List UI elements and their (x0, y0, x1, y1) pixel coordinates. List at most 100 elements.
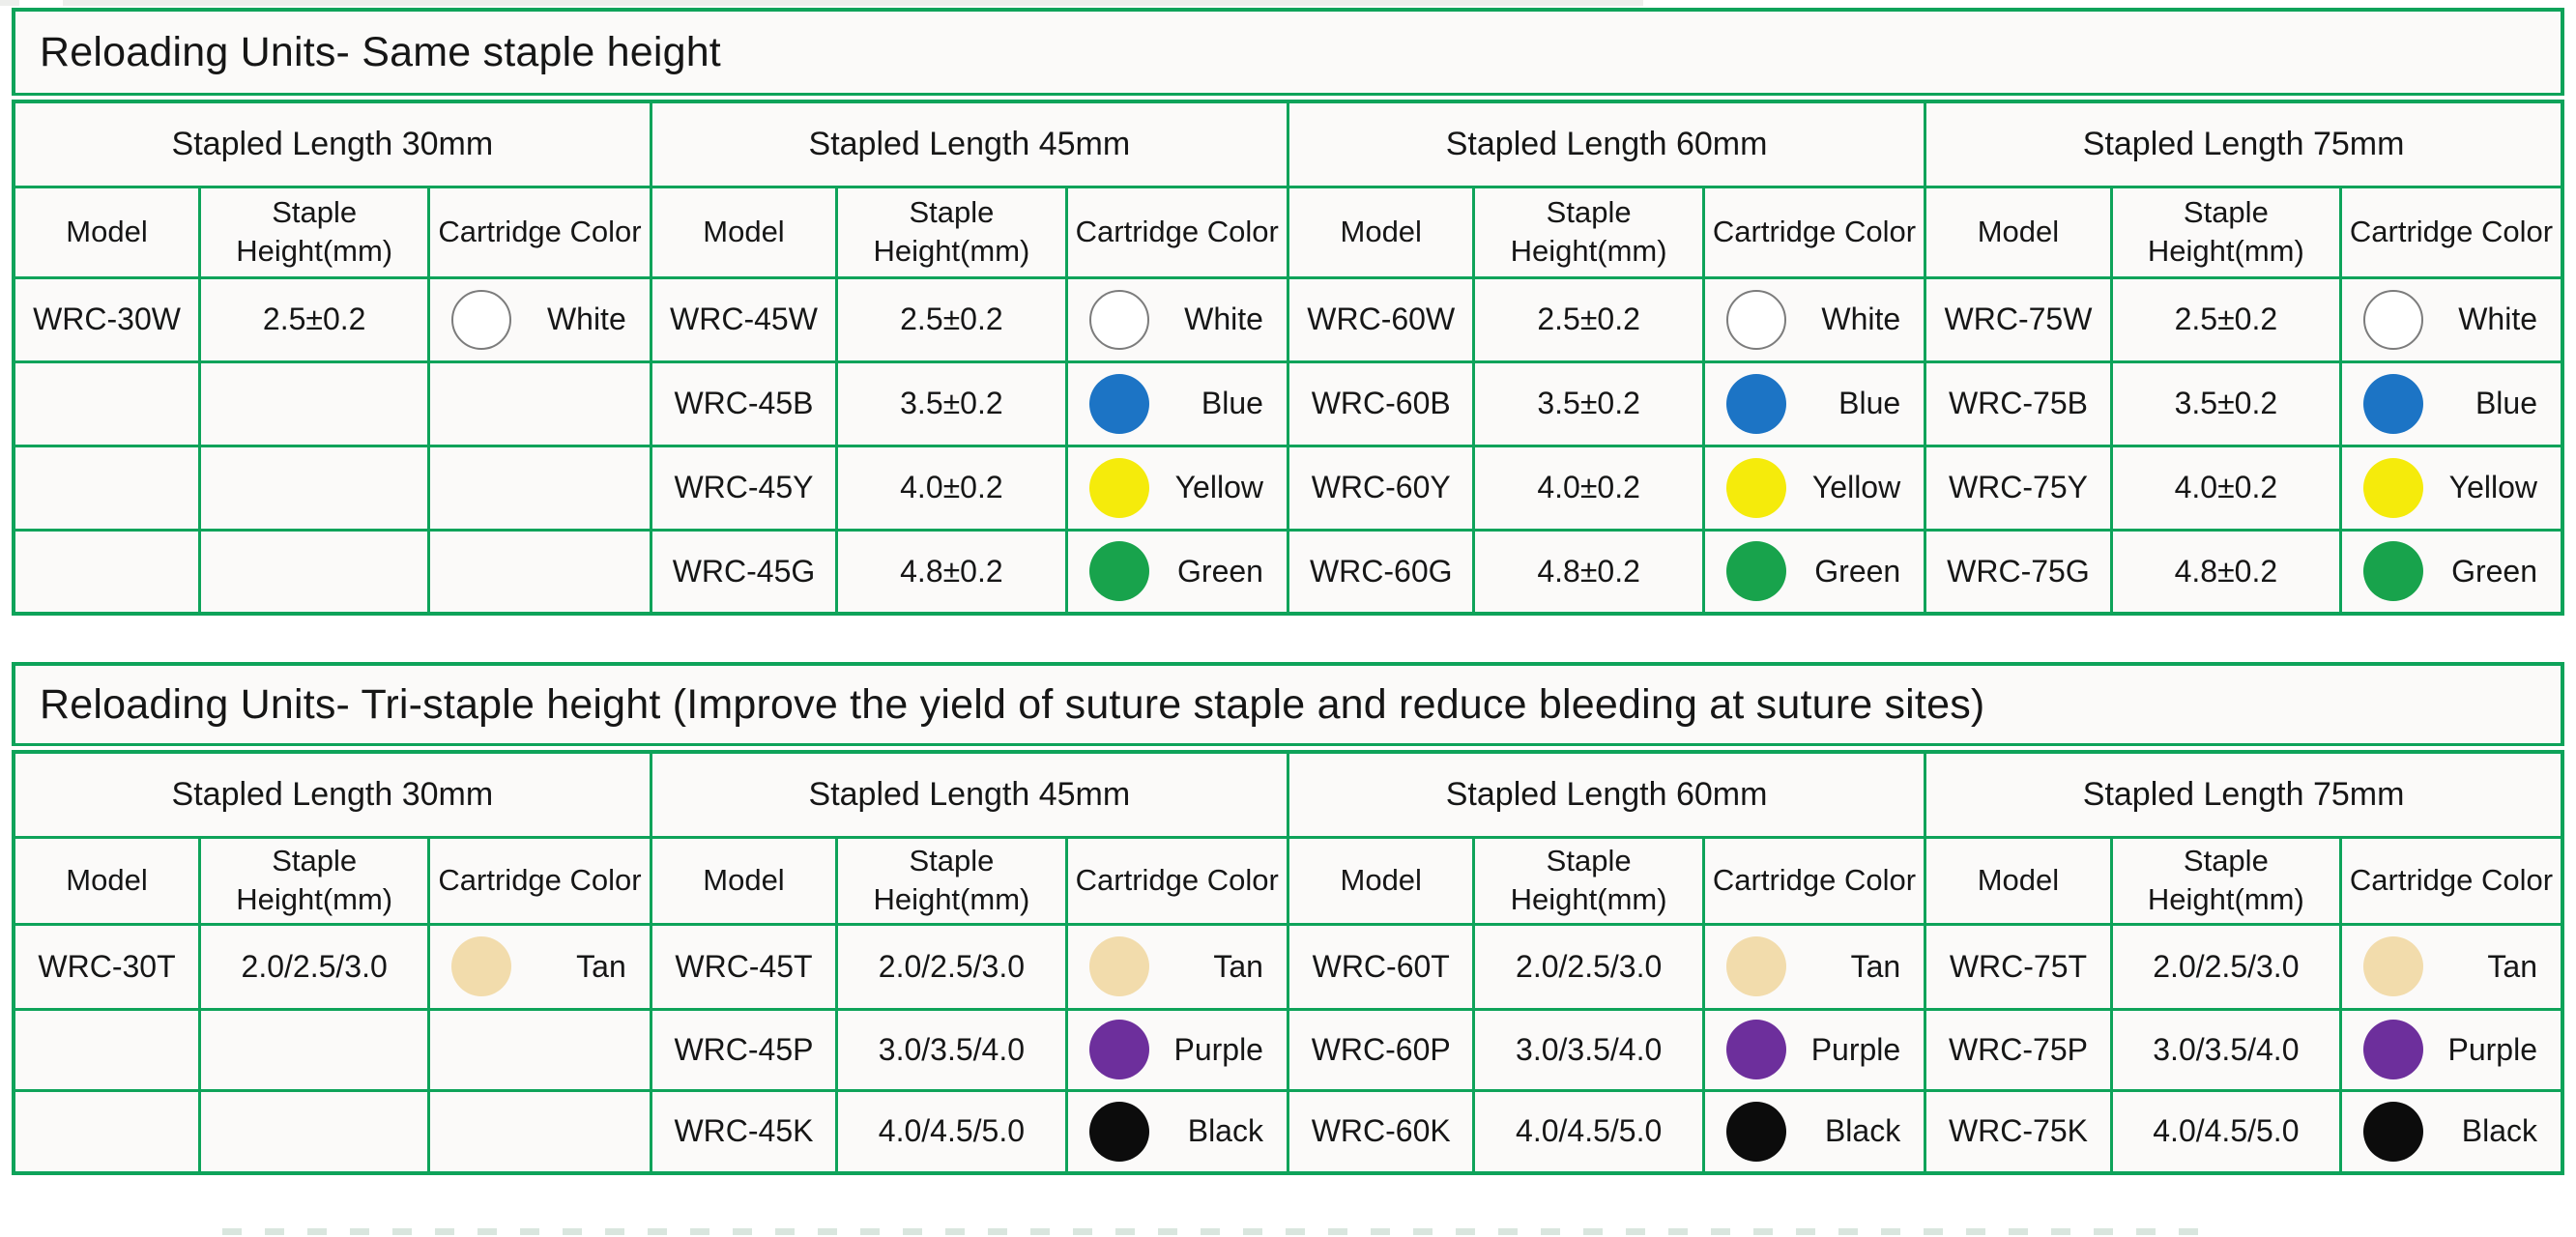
model-cell: WRC-45T (649, 922, 839, 1011)
cartridge-color-cell: Green (2339, 528, 2564, 616)
green-cartridge-dot-icon (2363, 541, 2424, 602)
empty-cell (427, 528, 652, 616)
group-header-cell: Stapled Length 45mm (649, 100, 1289, 188)
empty-cell (12, 444, 201, 532)
model-cell: WRC-60K (1286, 1088, 1476, 1175)
color-label: White (2458, 302, 2537, 336)
staple-height-cell: 3.0/3.5/4.0 (2109, 1007, 2343, 1092)
cartridge-color-cell: Green (1064, 528, 1289, 616)
color-label: Green (1814, 553, 1901, 589)
bottom-dashed-line (222, 1228, 2214, 1235)
white-cartridge-dot-icon (451, 289, 512, 350)
color-label: Tan (1850, 948, 1901, 984)
color-label: Black (1824, 1113, 1901, 1149)
cartridge-color-cell: Black (1701, 1088, 1927, 1175)
color-label: Blue (1201, 386, 1263, 420)
column-header-cell: Model (1924, 835, 2113, 926)
group-header-cell: Stapled Length 60mm (1286, 750, 1927, 839)
green-cartridge-dot-icon (1088, 541, 1149, 602)
column-header-cell: Cartridge Color (1064, 185, 1289, 279)
color-label: White (1821, 302, 1901, 336)
spec-table-1: Reloading Units- Same staple height Stapl… (12, 0, 2564, 616)
table-row: WRC-45B 3.5±0.2 Blue WRC-60B 3.5±0.2 Blue WRC-… (12, 360, 2564, 447)
column-header-cell: Cartridge Color (1701, 835, 1927, 926)
color-label: Yellow (2448, 470, 2537, 504)
staple-height-cell: 3.0/3.5/4.0 (835, 1007, 1068, 1092)
group-header-cell: Stapled Length 75mm (1924, 750, 2564, 839)
staple-height-cell: 3.5±0.2 (835, 360, 1068, 447)
model-cell: WRC-60G (1286, 528, 1476, 616)
staple-height-cell: 4.0±0.2 (1472, 444, 1705, 532)
cartridge-color-cell: Yellow (1064, 444, 1289, 532)
staple-height-cell: 4.0±0.2 (835, 444, 1068, 532)
staple-height-cell: 2.0/2.5/3.0 (2109, 922, 2343, 1011)
model-cell: WRC-75P (1924, 1007, 2113, 1092)
tan-cartridge-dot-icon (451, 936, 512, 996)
column-header-cell: Cartridge Color (427, 835, 652, 926)
column-header-cell: Staple Height(mm) (1472, 835, 1705, 926)
staple-height-cell: 2.0/2.5/3.0 (197, 922, 431, 1011)
color-label: Tan (2487, 948, 2537, 984)
model-cell: WRC-60W (1286, 275, 1476, 363)
color-label: Purple (1173, 1031, 1263, 1067)
model-cell: WRC-45Y (649, 444, 839, 532)
group-header-cell: Stapled Length 30mm (12, 100, 652, 188)
color-label: Tan (576, 948, 626, 984)
purple-cartridge-dot-icon (1725, 1020, 1786, 1079)
color-label: Yellow (1174, 470, 1263, 504)
empty-cell (12, 528, 201, 616)
model-cell: WRC-75Y (1924, 444, 2113, 532)
model-cell: WRC-45P (649, 1007, 839, 1092)
cartridge-color-cell: Purple (1701, 1007, 1927, 1092)
spec-table-2: Reloading Units- Tri-staple height (Impr… (12, 662, 2564, 1175)
model-cell: WRC-45K (649, 1088, 839, 1175)
staple-height-cell: 3.0/3.5/4.0 (1472, 1007, 1705, 1092)
column-header-cell: Cartridge Color (427, 185, 652, 279)
spec-grid: Stapled Length 30mm Stapled Length 45mm St… (12, 100, 2564, 616)
color-label: Purple (2447, 1031, 2538, 1067)
table-row: WRC-45K 4.0/4.5/5.0 Black WRC-60K 4.0/4.5/5.… (12, 1088, 2564, 1175)
color-label: White (546, 302, 626, 336)
cartridge-color-cell: Blue (2339, 360, 2564, 447)
column-header-cell: Staple Height(mm) (835, 185, 1068, 279)
white-cartridge-dot-icon (1088, 289, 1149, 350)
cartridge-color-cell: Tan (2339, 922, 2564, 1011)
cartridge-color-cell: Purple (2339, 1007, 2564, 1092)
empty-cell (427, 360, 652, 447)
model-cell: WRC-45G (649, 528, 839, 616)
staple-height-cell: 4.0±0.2 (2109, 444, 2343, 532)
table-row: WRC-45G 4.8±0.2 Green WRC-60G 4.8±0.2 Green WR… (12, 528, 2564, 616)
cartridge-color-cell: White (2339, 275, 2564, 363)
empty-cell (197, 1007, 431, 1092)
blue-cartridge-dot-icon (1088, 373, 1149, 434)
column-header-cell: Staple Height(mm) (835, 835, 1068, 926)
color-label: Black (2461, 1113, 2537, 1149)
empty-cell (197, 360, 431, 447)
staple-height-cell: 2.0/2.5/3.0 (1472, 922, 1705, 1011)
staple-height-cell: 2.5±0.2 (1472, 275, 1705, 363)
empty-cell (427, 444, 652, 532)
cartridge-color-cell: Blue (1701, 360, 1927, 447)
tan-cartridge-dot-icon (1088, 936, 1149, 996)
cartridge-color-cell: Purple (1064, 1007, 1289, 1092)
model-cell: WRC-75T (1924, 922, 2113, 1011)
staple-height-cell: 4.0/4.5/5.0 (835, 1088, 1068, 1175)
column-header-cell: Staple Height(mm) (1472, 185, 1705, 279)
color-label: Blue (2475, 386, 2537, 420)
blue-cartridge-dot-icon (1725, 373, 1786, 434)
staple-height-cell: 4.8±0.2 (2109, 528, 2343, 616)
staple-height-cell: 2.5±0.2 (2109, 275, 2343, 363)
model-cell: WRC-30T (12, 922, 201, 1011)
color-label: Green (1177, 553, 1263, 589)
staple-height-cell: 2.5±0.2 (197, 275, 431, 363)
model-cell: WRC-60B (1286, 360, 1476, 447)
white-cartridge-dot-icon (1725, 289, 1786, 350)
white-cartridge-dot-icon (2363, 289, 2424, 350)
color-label: Purple (1810, 1031, 1901, 1067)
cartridge-color-cell: Blue (1064, 360, 1289, 447)
tan-cartridge-dot-icon (1725, 936, 1786, 996)
table-row: WRC-45Y 4.0±0.2 Yellow WRC-60Y 4.0±0.2 Yellow… (12, 444, 2564, 532)
cartridge-color-cell: Tan (1064, 922, 1289, 1011)
staple-height-cell: 3.5±0.2 (1472, 360, 1705, 447)
